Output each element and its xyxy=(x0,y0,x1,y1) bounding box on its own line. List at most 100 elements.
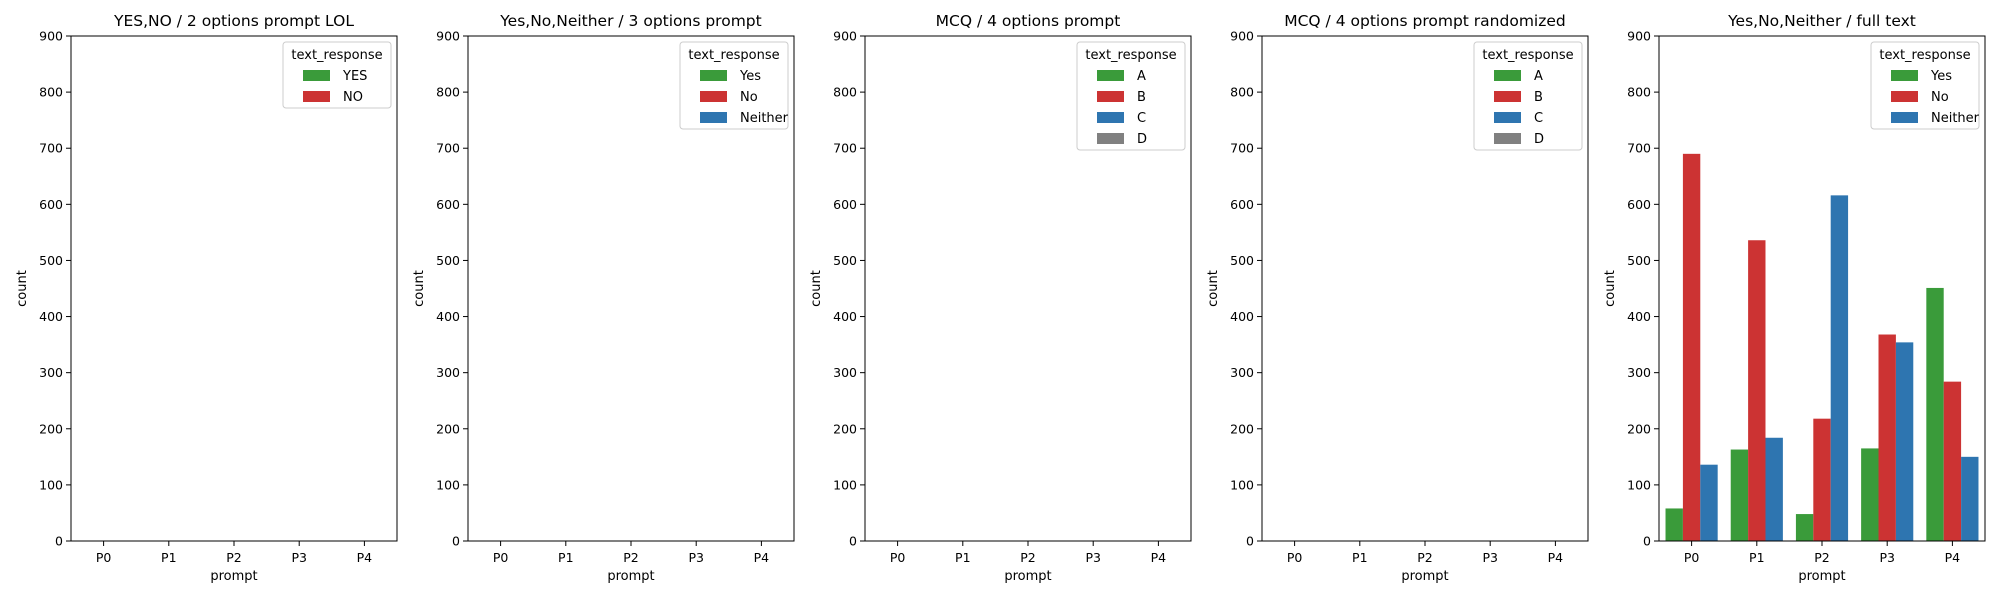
y-tick-label: 600 xyxy=(833,197,857,212)
x-tick-label: P1 xyxy=(955,550,971,565)
y-tick-label: 700 xyxy=(39,141,63,156)
x-tick-label: P0 xyxy=(96,550,112,565)
x-tick-label: P0 xyxy=(890,550,906,565)
y-tick-label: 300 xyxy=(436,365,460,380)
y-tick-label: 200 xyxy=(833,421,857,436)
x-tick-label: P0 xyxy=(1684,550,1700,565)
y-tick-label: 600 xyxy=(1627,197,1651,212)
legend-label: B xyxy=(1137,90,1146,105)
legend-label: YES xyxy=(342,69,367,84)
x-axis-label: prompt xyxy=(210,569,257,584)
legend-title: text_response xyxy=(1085,48,1176,63)
y-tick-label: 500 xyxy=(1627,253,1651,268)
legend-label: C xyxy=(1534,111,1543,126)
y-tick-label: 900 xyxy=(39,29,63,44)
legend-title: text_response xyxy=(1879,48,1970,63)
x-tick-label: P2 xyxy=(623,550,639,565)
y-tick-label: 900 xyxy=(1627,29,1651,44)
x-tick-label: P0 xyxy=(493,550,509,565)
chart-panel-4: Yes,No,Neither / full text 0 100 200 300 400 5… xyxy=(1603,12,1986,584)
y-axis-label: count xyxy=(1603,270,1618,307)
bar xyxy=(1665,508,1683,541)
y-tick-label: 100 xyxy=(436,477,460,492)
legend-swatch xyxy=(1891,112,1918,123)
x-tick-label: P2 xyxy=(1020,550,1036,565)
legend-title: text_response xyxy=(1482,48,1573,63)
legend-swatch xyxy=(1494,133,1521,144)
y-tick-label: 0 xyxy=(1246,534,1254,549)
bar xyxy=(1830,195,1849,541)
y-tick-label: 200 xyxy=(436,421,460,436)
x-tick-label: P4 xyxy=(1548,550,1564,565)
x-axis-label: prompt xyxy=(1004,569,1051,584)
legend-label: Yes xyxy=(1930,69,1952,84)
x-tick-label: P0 xyxy=(1287,550,1303,565)
y-tick-label: 500 xyxy=(1230,253,1254,268)
y-tick-label: 100 xyxy=(1627,477,1651,492)
x-tick-label: P4 xyxy=(754,550,770,565)
y-tick-label: 400 xyxy=(1627,309,1651,324)
plot-frame xyxy=(864,35,1192,542)
plot-frame xyxy=(467,35,795,542)
legend-box xyxy=(679,41,789,130)
legend: text_response Yes No Neither xyxy=(1870,41,1980,130)
y-tick-label: 800 xyxy=(1627,85,1651,100)
legend-label: NO xyxy=(343,90,363,105)
x-tick-label: P4 xyxy=(1945,550,1961,565)
chart-title: MCQ / 4 options prompt xyxy=(936,12,1121,30)
legend-label: No xyxy=(740,90,758,105)
bar xyxy=(1961,456,1979,541)
x-axis-label: prompt xyxy=(607,569,654,584)
legend-label: B xyxy=(1534,90,1543,105)
bar xyxy=(1748,240,1766,541)
x-tick-label: P3 xyxy=(688,550,704,565)
bar xyxy=(1926,287,1944,541)
legend-box xyxy=(1870,41,1980,130)
x-tick-label: P3 xyxy=(1879,550,1895,565)
x-axis-label: prompt xyxy=(1401,569,1448,584)
x-tick-label: P1 xyxy=(558,550,574,565)
chart-title: Yes,No,Neither / 3 options prompt xyxy=(499,12,761,30)
legend-swatch xyxy=(700,112,727,123)
legend-swatch xyxy=(1891,91,1918,102)
x-axis-label: prompt xyxy=(1798,569,1845,584)
legend-swatch xyxy=(1494,70,1521,81)
chart-panel-1: Yes,No,Neither / 3 options prompt 0 100 200… xyxy=(412,12,795,584)
y-tick-label: 300 xyxy=(39,365,63,380)
y-tick-label: 400 xyxy=(833,309,857,324)
legend-swatch xyxy=(700,91,727,102)
bar xyxy=(1895,342,1914,541)
y-tick-label: 200 xyxy=(39,421,63,436)
chart-title: YES,NO / 2 options prompt LOL xyxy=(113,12,354,30)
x-tick-label: P3 xyxy=(291,550,307,565)
y-tick-label: 300 xyxy=(1627,365,1651,380)
x-tick-label: P1 xyxy=(1749,550,1765,565)
chart-title: MCQ / 4 options prompt randomized xyxy=(1284,12,1566,30)
legend-swatch xyxy=(1494,91,1521,102)
y-axis-label: count xyxy=(1206,270,1221,307)
y-tick-label: 900 xyxy=(833,29,857,44)
legend: text_response YES NO xyxy=(282,41,392,109)
y-tick-label: 800 xyxy=(1230,85,1254,100)
legend-title: text_response xyxy=(291,48,382,63)
legend-swatch xyxy=(303,70,330,81)
bar xyxy=(1682,153,1701,542)
y-tick-label: 100 xyxy=(39,477,63,492)
bar xyxy=(1943,381,1962,541)
bar xyxy=(1700,464,1718,541)
x-tick-label: P2 xyxy=(1814,550,1830,565)
bar xyxy=(1861,448,1879,541)
bar xyxy=(1878,334,1896,541)
y-tick-label: 400 xyxy=(39,309,63,324)
bar xyxy=(1795,514,1814,541)
y-axis-label: count xyxy=(15,270,30,307)
legend-swatch xyxy=(1097,133,1124,144)
legend-swatch xyxy=(1494,112,1521,123)
legend-label: A xyxy=(1534,69,1543,84)
y-tick-label: 600 xyxy=(436,197,460,212)
plot-frame xyxy=(1261,35,1589,542)
chart-panel-3: MCQ / 4 options prompt randomized 0 100 200… xyxy=(1206,12,1589,584)
y-tick-label: 500 xyxy=(436,253,460,268)
